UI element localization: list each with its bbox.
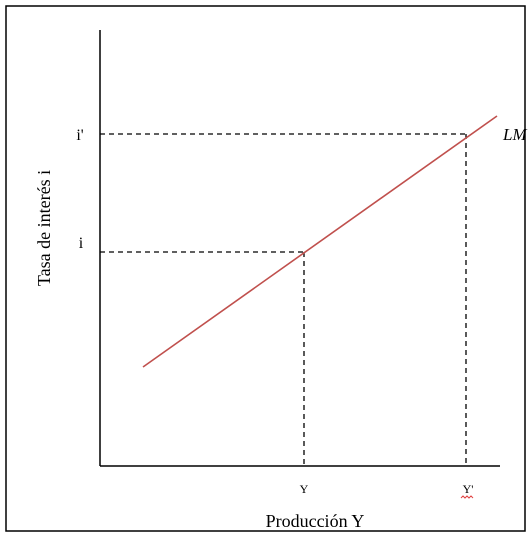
spellcheck-squiggle xyxy=(460,495,474,499)
x-tick-label-y-prime: Y' xyxy=(463,482,474,496)
lm-curve-label: LM xyxy=(502,125,527,144)
x-tick-label-y: Y xyxy=(300,482,309,496)
y-axis-title: Tasa de interés i xyxy=(34,170,54,286)
x-axis-title: Producción Y xyxy=(266,511,365,531)
y-tick-label-i: i xyxy=(79,235,84,252)
y-tick-label-i-prime: i' xyxy=(76,127,83,144)
outer-border xyxy=(5,5,526,532)
lm-curve xyxy=(142,115,498,368)
